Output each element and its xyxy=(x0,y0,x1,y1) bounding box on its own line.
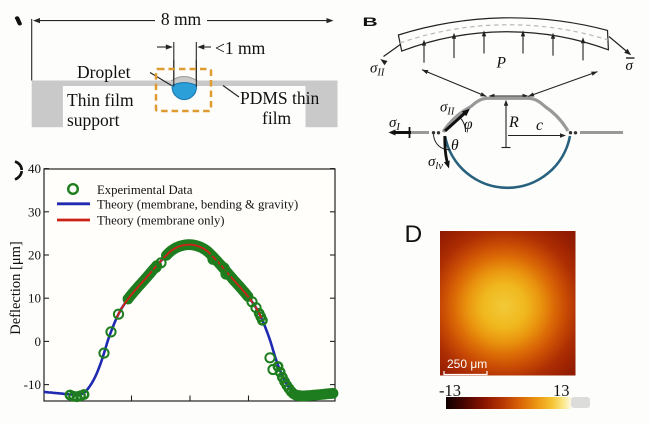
svg-text:film: film xyxy=(262,108,292,128)
svg-text:Droplet: Droplet xyxy=(77,62,131,82)
svg-text:20: 20 xyxy=(28,248,41,263)
svg-text:θ: θ xyxy=(451,137,459,154)
svg-text:B: B xyxy=(363,14,378,28)
svg-text:R: R xyxy=(508,114,519,131)
svg-text:-10: -10 xyxy=(24,377,41,392)
svg-text:13: 13 xyxy=(553,381,570,400)
svg-text:40: 40 xyxy=(28,161,41,176)
svg-text:Deflection [μm]: Deflection [μm] xyxy=(8,241,24,335)
svg-text:<1 mm: <1 mm xyxy=(215,38,266,58)
svg-text:10: 10 xyxy=(28,291,41,306)
svg-text:30: 30 xyxy=(28,204,41,219)
svg-text:PDMS thin: PDMS thin xyxy=(240,88,320,108)
svg-text:-13: -13 xyxy=(439,381,461,400)
svg-text:σ: σ xyxy=(626,58,634,74)
svg-text:Theory (membrane, bending &: Theory (membrane, bending & gravity) xyxy=(97,198,298,212)
svg-text:σI: σI xyxy=(389,115,400,133)
svg-text:support: support xyxy=(67,110,120,130)
svg-text:P: P xyxy=(496,55,507,72)
svg-text:D: D xyxy=(405,221,423,248)
svg-text:Theory (membrane only): Theory (membrane only) xyxy=(97,214,225,228)
svg-text:250 μm: 250 μm xyxy=(447,357,487,371)
svg-text:0: 0 xyxy=(35,334,42,349)
svg-text:Experimental Data: Experimental Data xyxy=(97,183,193,197)
svg-text:φ: φ xyxy=(464,116,473,133)
svg-text:8 mm: 8 mm xyxy=(161,9,202,29)
svg-text:Thin film: Thin film xyxy=(67,90,134,110)
svg-text:c: c xyxy=(536,117,543,134)
